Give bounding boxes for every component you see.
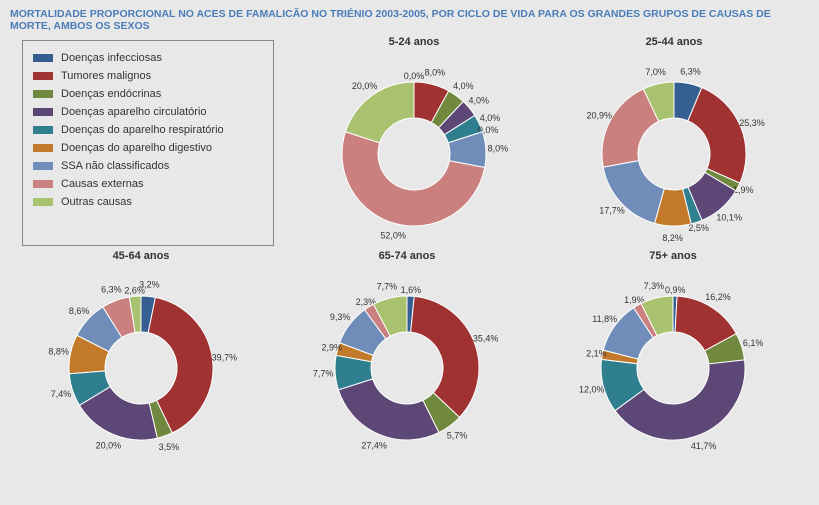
legend-item: Doenças endócrinas	[33, 85, 263, 103]
donut-slice	[688, 88, 746, 184]
legend-swatch	[33, 180, 53, 188]
slice-label: 7,7%	[313, 369, 334, 379]
slice-label: 8,0%	[488, 144, 509, 154]
slice-label: 52,0%	[380, 230, 406, 240]
slice-label: 8,2%	[662, 233, 683, 243]
legend-swatch	[33, 54, 53, 62]
legend-label: Tumores malignos	[61, 70, 151, 82]
chart-title: 75+ anos	[540, 250, 806, 262]
slice-label: 6,1%	[743, 338, 764, 348]
legend-label: Causas externas	[61, 178, 144, 190]
bottom-row: 45-64 anos3,2%39,7%3,5%20,0%7,4%8,8%8,6%…	[0, 250, 819, 464]
slice-label: 2,5%	[688, 223, 709, 233]
slice-label: 4,0%	[480, 113, 501, 123]
legend-swatch	[33, 90, 53, 98]
chart-title: 45-64 anos	[8, 250, 274, 262]
legend-label: Doenças do aparelho respiratório	[61, 124, 224, 136]
donut-slice	[346, 82, 414, 143]
slice-label: 10,1%	[716, 212, 742, 222]
slice-label: 0,9%	[665, 285, 686, 295]
slice-label: 41,7%	[691, 441, 717, 451]
slice-label: 1,6%	[401, 285, 422, 295]
legend-item: Outras causas	[33, 193, 263, 211]
chart-25-44: 25-44 anos 6,3% 25,3% 1,9% 10,1% 2,5% 8,2% 17,7…	[544, 36, 804, 250]
legend-label: Doenças aparelho circulatório	[61, 106, 207, 118]
slice-label: 16,2%	[705, 292, 731, 302]
legend-item: Doenças do aparelho respiratório	[33, 121, 263, 139]
slice-label: 6,3%	[101, 284, 122, 294]
slice-label: 27,4%	[361, 440, 387, 450]
legend-swatch	[33, 162, 53, 170]
legend-swatch	[33, 198, 53, 206]
legend-label: SSA não classificados	[61, 160, 169, 172]
legend-swatch	[33, 72, 53, 80]
chart-75plus: 75+ anos0,9%16,2%6,1%41,7%12,0%2,1%11,8%…	[540, 250, 806, 464]
chart-65-74: 65-74 anos 1,6% 35,4% 5,7% 27,4% 7,7% 2,9% 9,3%…	[274, 250, 540, 464]
slice-label: 20,0%	[96, 440, 122, 450]
slice-label: 2,9%	[322, 342, 343, 352]
slice-label: 8,8%	[48, 347, 69, 357]
legend-item: Doenças aparelho circulatório	[33, 103, 263, 121]
slice-label: 8,0%	[425, 68, 446, 78]
donut-slice	[411, 296, 479, 417]
slice-label: 17,7%	[599, 206, 625, 216]
donut-chart: 0,9%16,2%6,1%41,7%12,0%2,1%11,8%1,9%7,3%	[573, 264, 773, 464]
slice-label: 25,3%	[739, 118, 765, 128]
legend-item: SSA não classificados	[33, 157, 263, 175]
slice-label: 20,9%	[586, 111, 612, 121]
legend-swatch	[33, 144, 53, 152]
slice-label: 6,3%	[680, 67, 701, 77]
chart-title: 25-44 anos	[544, 36, 804, 48]
legend-item: Tumores malignos	[33, 67, 263, 85]
donut-chart: 3,2%39,7%3,5%20,0%7,4%8,8%8,6%6,3%2,6%	[41, 264, 241, 464]
legend-label: Doenças infecciosas	[61, 52, 162, 64]
slice-label: 7,0%	[645, 67, 666, 77]
slice-label: 5,7%	[447, 430, 468, 440]
slice-label: 35,4%	[473, 334, 499, 344]
legend-label: Doenças endócrinas	[61, 88, 161, 100]
legend-item: Doenças do aparelho digestivo	[33, 139, 263, 157]
legend: Doenças infecciosas Tumores malignos Doenç…	[22, 40, 274, 246]
slice-label: 7,4%	[51, 389, 72, 399]
slice-label: 12,0%	[579, 384, 605, 394]
slice-label: 9,3%	[330, 312, 351, 322]
top-row: Doenças infecciosas Tumores malignos Doenç…	[0, 36, 819, 250]
legend-swatch	[33, 126, 53, 134]
legend-label: Doenças do aparelho digestivo	[61, 142, 212, 154]
slice-label: 20,0%	[352, 81, 378, 91]
slice-label: 4,0%	[468, 95, 489, 105]
slice-label: 2,3%	[356, 297, 377, 307]
donut-chart: 6,3% 25,3% 1,9% 10,1% 2,5% 8,2% 17,7% 20,9% 7,0%	[574, 50, 774, 250]
legend-swatch	[33, 108, 53, 116]
slice-label: 2,6%	[124, 285, 145, 295]
slice-label: 7,7%	[377, 281, 398, 291]
legend-item: Causas externas	[33, 175, 263, 193]
slice-label: 39,7%	[212, 353, 238, 363]
donut-chart: 1,6%35,4%5,7%27,4%7,7%2,9%9,3%2,3%7,7%	[307, 264, 507, 464]
slice-label: 4,0%	[453, 81, 474, 91]
chart-title: 65-74 anos	[274, 250, 540, 262]
donut-slice	[338, 379, 438, 440]
slice-label: 11,8%	[592, 314, 617, 324]
chart-title: 5-24 anos	[284, 36, 544, 48]
slice-label: 7,3%	[644, 281, 665, 291]
legend-item: Doenças infecciosas	[33, 49, 263, 67]
slice-label: 1,9%	[733, 185, 754, 195]
chart-5-24: 5-24 anos0,0%8,0%4,0%4,0%4,0%0,0%8,0%52,…	[284, 36, 544, 250]
slice-label: 0,0%	[404, 71, 425, 81]
page-title: MORTALIDADE PROPORCIONAL NO ACES DE FAMA…	[0, 0, 819, 36]
chart-45-64: 45-64 anos3,2%39,7%3,5%20,0%7,4%8,8%8,6%…	[8, 250, 274, 464]
slice-label: 3,5%	[159, 442, 180, 452]
slice-label: 8,6%	[69, 306, 90, 316]
legend-label: Outras causas	[61, 196, 132, 208]
donut-chart: 0,0%8,0%4,0%4,0%4,0%0,0%8,0%52,0%20,0%	[314, 50, 514, 250]
